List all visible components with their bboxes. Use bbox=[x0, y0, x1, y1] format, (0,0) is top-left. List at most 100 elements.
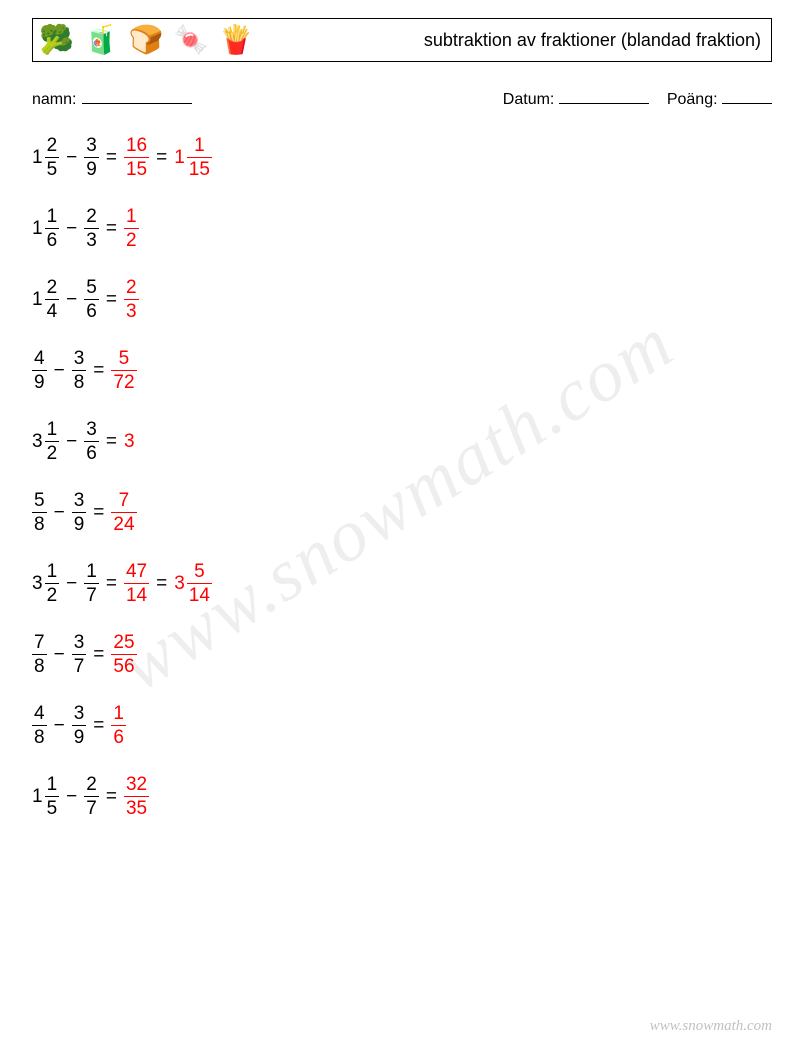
fraction: 572 bbox=[111, 349, 136, 392]
numerator: 25 bbox=[111, 633, 136, 654]
denominator: 7 bbox=[84, 796, 99, 818]
mixed-fraction: 39 bbox=[72, 491, 87, 534]
header-icons: 🥦 🧃 🍞 🍬 🍟 bbox=[39, 26, 253, 54]
fraction: 12 bbox=[124, 207, 139, 250]
numerator: 7 bbox=[117, 491, 132, 512]
fraction: 3235 bbox=[124, 775, 149, 818]
fraction: 39 bbox=[84, 136, 99, 179]
fraction: 23 bbox=[124, 278, 139, 321]
mixed-fraction: 3235 bbox=[124, 775, 149, 818]
whole-part: 1 bbox=[32, 786, 45, 808]
whole-part: 3 bbox=[174, 573, 187, 595]
denominator: 14 bbox=[124, 583, 149, 605]
denominator: 15 bbox=[187, 157, 212, 179]
numerator: 1 bbox=[111, 704, 126, 725]
problem-row: 312−17=4714=3514 bbox=[32, 562, 212, 605]
mixed-fraction: 3514 bbox=[174, 562, 212, 605]
denominator: 7 bbox=[84, 583, 99, 605]
minus-operator: − bbox=[47, 502, 72, 524]
mixed-fraction: 27 bbox=[84, 775, 99, 818]
denominator: 6 bbox=[45, 228, 60, 250]
fraction: 48 bbox=[32, 704, 47, 747]
denominator: 5 bbox=[45, 157, 60, 179]
minus-operator: − bbox=[47, 715, 72, 737]
numerator: 3 bbox=[72, 491, 87, 512]
problem-row: 125−39=1615=1115 bbox=[32, 136, 212, 179]
whole-part: 3 bbox=[32, 573, 45, 595]
score-blank[interactable] bbox=[722, 90, 772, 104]
equals: = bbox=[149, 573, 174, 595]
denominator: 15 bbox=[124, 157, 149, 179]
broccoli-icon: 🥦 bbox=[39, 26, 74, 54]
mixed-fraction: 312 bbox=[32, 420, 59, 463]
info-left: namn: bbox=[32, 90, 192, 109]
fries-icon: 🍟 bbox=[219, 26, 254, 54]
name-blank[interactable] bbox=[82, 90, 192, 104]
mixed-fraction: 116 bbox=[32, 207, 59, 250]
problem-row: 58−39=724 bbox=[32, 491, 212, 534]
numerator: 5 bbox=[117, 349, 132, 370]
denominator: 14 bbox=[187, 583, 212, 605]
info-right: Datum: Poäng: bbox=[503, 90, 772, 109]
minus-operator: − bbox=[59, 147, 84, 169]
numerator: 1 bbox=[45, 562, 60, 583]
numerator: 4 bbox=[32, 704, 47, 725]
numerator: 32 bbox=[124, 775, 149, 796]
mixed-fraction: 124 bbox=[32, 278, 59, 321]
minus-operator: − bbox=[59, 218, 84, 240]
minus-operator: − bbox=[59, 431, 84, 453]
problem-row: 49−38=572 bbox=[32, 349, 212, 392]
mixed-fraction: 49 bbox=[32, 349, 47, 392]
fraction: 16 bbox=[111, 704, 126, 747]
numerator: 3 bbox=[72, 704, 87, 725]
fraction: 38 bbox=[72, 349, 87, 392]
mixed-fraction: 56 bbox=[84, 278, 99, 321]
date-group: Datum: bbox=[503, 90, 649, 109]
denominator: 9 bbox=[72, 512, 87, 534]
minus-operator: − bbox=[47, 644, 72, 666]
numerator: 3 bbox=[84, 136, 99, 157]
mixed-fraction: 572 bbox=[111, 349, 136, 392]
denominator: 7 bbox=[72, 654, 87, 676]
equals: = bbox=[99, 573, 124, 595]
mixed-fraction: 17 bbox=[84, 562, 99, 605]
fraction: 1615 bbox=[124, 136, 149, 179]
fraction: 724 bbox=[111, 491, 136, 534]
denominator: 8 bbox=[32, 654, 47, 676]
plain-value: 3 bbox=[124, 431, 135, 453]
minus-operator: − bbox=[47, 360, 72, 382]
problems-container: 125−39=1615=1115116−23=12124−56=2349−38=… bbox=[32, 136, 212, 818]
header-box: 🥦 🧃 🍞 🍬 🍟 subtraktion av fraktioner (bla… bbox=[32, 18, 772, 62]
mixed-fraction: 724 bbox=[111, 491, 136, 534]
denominator: 6 bbox=[84, 441, 99, 463]
numerator: 1 bbox=[45, 420, 60, 441]
mixed-fraction: 58 bbox=[32, 491, 47, 534]
equals: = bbox=[99, 431, 124, 453]
mixed-fraction: 1615 bbox=[124, 136, 149, 179]
denominator: 9 bbox=[72, 725, 87, 747]
fraction: 24 bbox=[45, 278, 60, 321]
fraction: 23 bbox=[84, 207, 99, 250]
whole-part: 1 bbox=[32, 289, 45, 311]
numerator: 2 bbox=[45, 278, 60, 299]
problem-row: 115−27=3235 bbox=[32, 775, 212, 818]
date-blank[interactable] bbox=[559, 90, 649, 104]
fraction: 115 bbox=[187, 136, 212, 179]
mixed-fraction: 38 bbox=[72, 349, 87, 392]
fraction: 514 bbox=[187, 562, 212, 605]
footer-url: www.snowmath.com bbox=[650, 1018, 772, 1035]
name-label: namn: bbox=[32, 91, 76, 109]
numerator: 3 bbox=[84, 420, 99, 441]
numerator: 5 bbox=[32, 491, 47, 512]
equals: = bbox=[99, 147, 124, 169]
numerator: 7 bbox=[32, 633, 47, 654]
mixed-fraction: 39 bbox=[84, 136, 99, 179]
numerator: 5 bbox=[84, 278, 99, 299]
equals: = bbox=[86, 715, 111, 737]
minus-operator: − bbox=[59, 289, 84, 311]
denominator: 3 bbox=[84, 228, 99, 250]
mixed-fraction: 1115 bbox=[174, 136, 212, 179]
fraction: 78 bbox=[32, 633, 47, 676]
mixed-fraction: 39 bbox=[72, 704, 87, 747]
fraction: 37 bbox=[72, 633, 87, 676]
